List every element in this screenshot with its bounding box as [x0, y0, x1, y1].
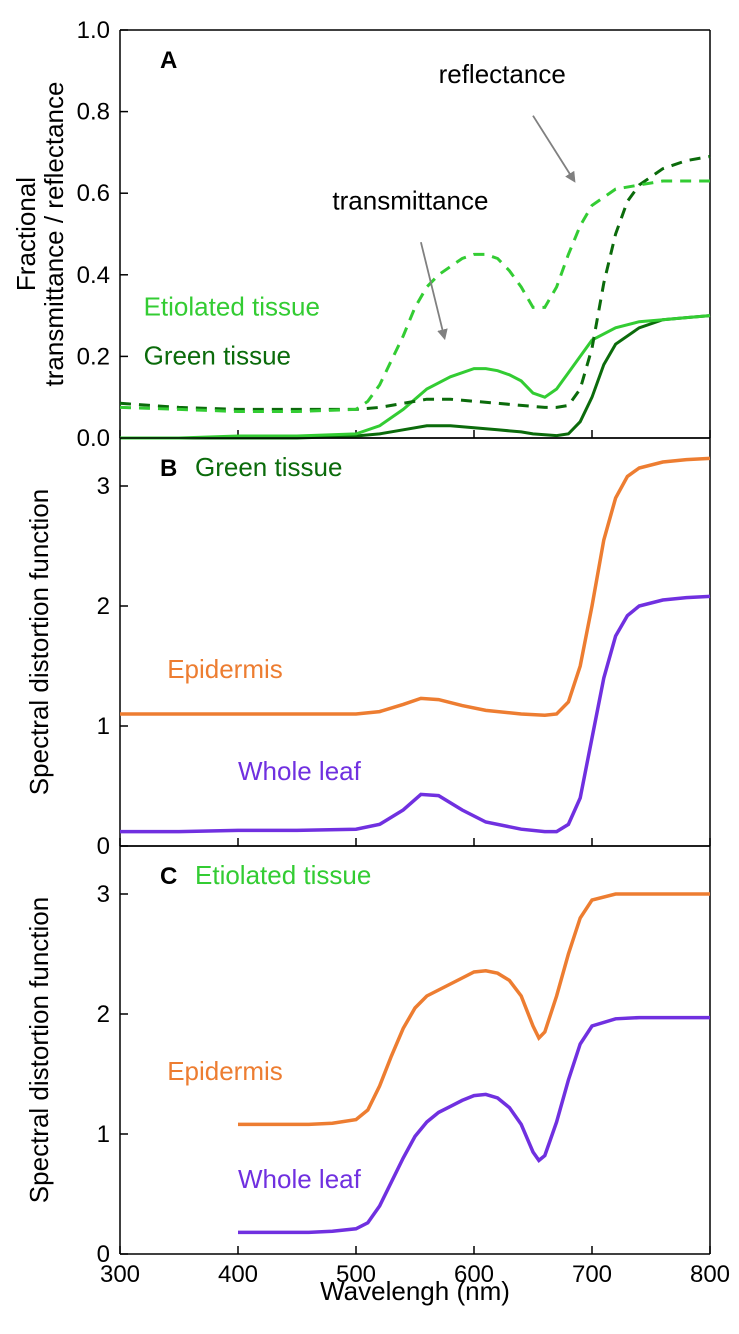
svg-text:2: 2 — [97, 593, 110, 620]
svg-text:3: 3 — [97, 473, 110, 500]
svg-text:Epidermis: Epidermis — [167, 654, 283, 684]
svg-text:Fractional: Fractional — [11, 177, 41, 291]
svg-text:700: 700 — [572, 1261, 612, 1288]
svg-text:0: 0 — [97, 833, 110, 860]
svg-text:1: 1 — [97, 713, 110, 740]
svg-text:0.8: 0.8 — [77, 99, 110, 126]
svg-text:0.4: 0.4 — [77, 262, 110, 289]
svg-text:B: B — [160, 455, 177, 482]
svg-text:A: A — [160, 47, 177, 74]
svg-text:Green tissue: Green tissue — [144, 341, 291, 371]
svg-text:Green tissue: Green tissue — [195, 452, 342, 482]
svg-text:Wavelengh (nm): Wavelengh (nm) — [320, 1276, 510, 1306]
svg-text:0.6: 0.6 — [77, 180, 110, 207]
svg-text:Whole leaf: Whole leaf — [238, 1164, 362, 1194]
svg-text:C: C — [160, 863, 177, 890]
svg-text:Etiolated tissue: Etiolated tissue — [195, 860, 371, 890]
svg-text:1: 1 — [97, 1121, 110, 1148]
svg-text:transmittance / reflectance: transmittance / reflectance — [39, 82, 69, 387]
svg-text:400: 400 — [218, 1261, 258, 1288]
svg-text:Etiolated tissue: Etiolated tissue — [144, 292, 320, 322]
svg-text:Spectral distortion function: Spectral distortion function — [24, 897, 54, 1203]
svg-text:0.2: 0.2 — [77, 343, 110, 370]
figure-container: 0.0 0.2 0.4 0.6 0.8 1.0 reflectance transmittan… — [0, 0, 739, 1334]
svg-text:reflectance: reflectance — [439, 59, 566, 89]
svg-text:3: 3 — [97, 881, 110, 908]
svg-text:1.0: 1.0 — [77, 17, 110, 44]
svg-text:Whole leaf: Whole leaf — [238, 756, 362, 786]
svg-text:transmittance: transmittance — [332, 186, 488, 216]
svg-text:Spectral distortion function: Spectral distortion function — [24, 489, 54, 795]
svg-text:800: 800 — [690, 1261, 730, 1288]
chart-svg: 0.0 0.2 0.4 0.6 0.8 1.0 reflectance transmittan… — [0, 0, 739, 1334]
svg-text:2: 2 — [97, 1001, 110, 1028]
svg-text:0.0: 0.0 — [77, 425, 110, 452]
svg-text:Epidermis: Epidermis — [167, 1056, 283, 1086]
svg-text:300: 300 — [100, 1261, 140, 1288]
